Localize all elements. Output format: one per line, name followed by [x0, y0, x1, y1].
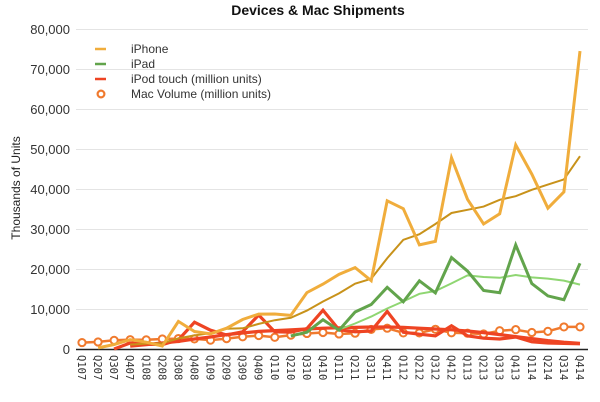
x-tick-label: Q210 — [284, 355, 296, 380]
y-tick-label: 70,000 — [30, 62, 70, 77]
x-tick-label: Q310 — [300, 355, 312, 380]
x-tick-label: Q314 — [557, 355, 569, 380]
data-point — [543, 326, 553, 336]
x-tick-label: Q408 — [187, 355, 199, 380]
x-tick-label: Q212 — [412, 355, 424, 380]
legend-item: iPad — [95, 57, 155, 71]
x-tick-label: Q407 — [123, 355, 135, 380]
y-tick-label: 10,000 — [30, 302, 70, 317]
series-line-ipad — [290, 240, 582, 338]
x-tick-label: Q110 — [268, 355, 280, 380]
x-tick-label: Q309 — [236, 355, 248, 380]
y-tick-label: 50,000 — [30, 142, 70, 157]
x-tick-label: Q209 — [220, 355, 232, 380]
x-tick-label: Q312 — [428, 355, 440, 380]
x-tick-label: Q411 — [380, 355, 392, 380]
y-tick-label: 60,000 — [30, 102, 70, 117]
x-tick-label: Q111 — [332, 355, 344, 380]
x-tick-label: Q308 — [171, 355, 183, 380]
x-tick-label: Q311 — [364, 355, 376, 380]
x-tick-label: Q213 — [477, 355, 489, 380]
x-tick-label: Q109 — [204, 355, 216, 380]
legend-marker-circle-icon — [96, 89, 106, 99]
x-axis-ticks: Q107 Q207 Q307 Q407 Q108 Q208 Q308 Q408 Q109 Q209… — [75, 355, 585, 380]
x-tick-label: Q114 — [525, 355, 537, 380]
series-ipod-touch-trend — [130, 325, 581, 348]
y-axis-ticks: 0 10,000 20,000 30,000 40,000 50,000 60,000 70,… — [30, 22, 70, 357]
data-point — [527, 327, 537, 338]
x-tick-label: Q113 — [461, 355, 473, 380]
y-tick-label: 30,000 — [30, 222, 70, 237]
series-iphone — [97, 50, 582, 350]
series-line-ipod-touch-million-units — [113, 307, 581, 351]
series-ipad-trend — [338, 273, 581, 331]
x-tick-label: Q112 — [396, 355, 408, 380]
data-point — [270, 332, 280, 342]
x-tick-label: Q214 — [541, 355, 553, 380]
gridlines — [76, 29, 588, 310]
x-tick-label: Q307 — [107, 355, 119, 380]
series-lines — [77, 50, 585, 351]
legend-label: iPad — [131, 57, 155, 71]
x-tick-label: Q108 — [139, 355, 151, 380]
series-ipad — [290, 240, 582, 338]
x-tick-label: Q414 — [573, 355, 585, 380]
x-tick-label: Q410 — [316, 355, 328, 380]
series-line-ipad-trend — [338, 273, 581, 331]
data-point — [93, 337, 103, 347]
y-axis-label: Thousands of Units — [9, 136, 23, 239]
x-tick-label: Q413 — [509, 355, 521, 380]
legend-item: iPod touch (million units) — [95, 72, 262, 86]
x-tick-label: Q313 — [493, 355, 505, 380]
y-tick-label: 80,000 — [30, 22, 70, 37]
data-point — [559, 322, 569, 332]
legend-item: iPhone — [95, 42, 169, 56]
y-tick-label: 40,000 — [30, 182, 70, 197]
x-tick-label: Q207 — [91, 355, 103, 380]
legend-label: Mac Volume (million units) — [131, 87, 271, 101]
x-tick-label: Q211 — [348, 355, 360, 380]
x-tick-label: Q107 — [75, 355, 87, 380]
data-point — [318, 327, 328, 338]
data-point — [511, 325, 521, 335]
y-tick-label: 20,000 — [30, 262, 70, 277]
legend-item: Mac Volume (million units) — [96, 87, 271, 101]
series-line-ipod-touch-trend — [130, 325, 581, 348]
data-point — [77, 337, 87, 348]
x-tick-label: Q208 — [155, 355, 167, 380]
data-point — [575, 322, 585, 332]
series-ipod-touch-million-units — [113, 307, 581, 351]
x-tick-label: Q412 — [444, 355, 456, 380]
x-tick-label: Q409 — [252, 355, 264, 380]
legend-label: iPhone — [131, 42, 169, 56]
y-tick-label: 0 — [63, 342, 70, 357]
legend-label: iPod touch (million units) — [131, 72, 262, 86]
chart-title: Devices & Mac Shipments — [231, 2, 405, 18]
series-line-iphone — [97, 50, 582, 350]
